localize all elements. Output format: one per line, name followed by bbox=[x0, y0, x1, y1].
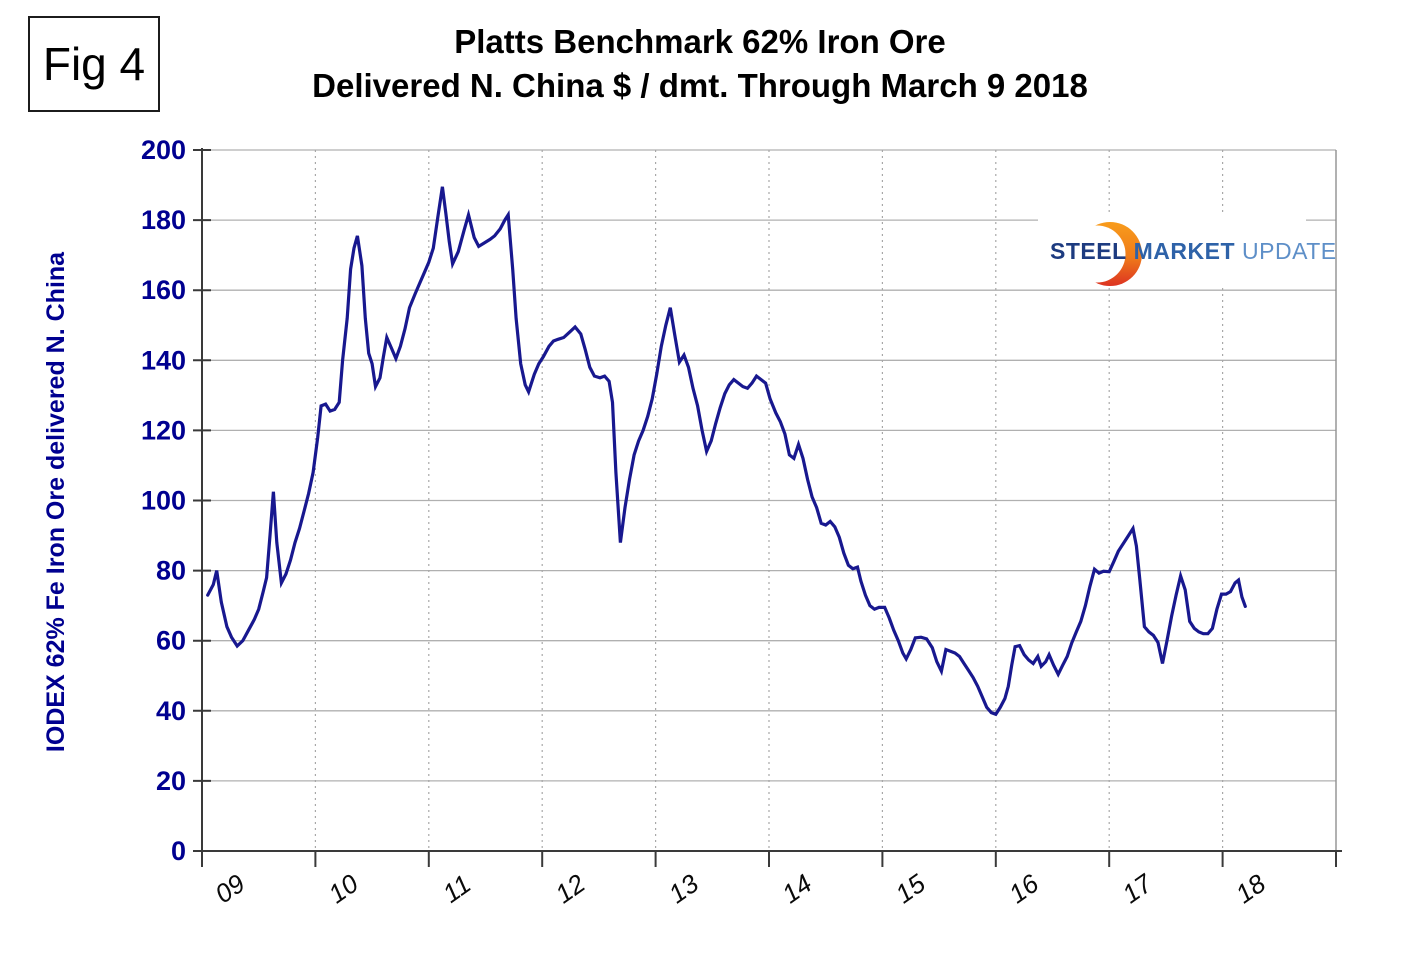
figure-label-box: Fig 4 bbox=[28, 16, 160, 112]
logo-word-steel: STEEL bbox=[1050, 237, 1127, 264]
logo-text: STEEL MARKET UPDATE bbox=[1050, 214, 1336, 288]
y-tick-label: 80 bbox=[156, 556, 186, 586]
y-tick-label: 180 bbox=[141, 205, 186, 235]
figure-label: Fig 4 bbox=[42, 38, 146, 90]
y-tick-label: 0 bbox=[171, 836, 186, 866]
y-tick-label: 160 bbox=[141, 275, 186, 305]
logo-word-update: UPDATE bbox=[1242, 237, 1337, 264]
x-tick-label: 14 bbox=[776, 868, 817, 909]
steel-market-update-logo: STEEL MARKET UPDATE bbox=[1038, 214, 1336, 288]
y-tick-label: 120 bbox=[141, 415, 186, 445]
x-tick-label: 13 bbox=[663, 868, 704, 909]
y-tick-label: 140 bbox=[141, 345, 186, 375]
x-tick-label: 12 bbox=[550, 868, 591, 909]
chart-title-line1: Platts Benchmark 62% Iron Ore bbox=[454, 23, 946, 60]
x-tick-label: 18 bbox=[1230, 868, 1271, 909]
y-tick-label: 40 bbox=[156, 696, 186, 726]
y-tick-label: 100 bbox=[141, 486, 186, 516]
x-tick-label: 11 bbox=[437, 869, 476, 909]
x-tick-label: 10 bbox=[323, 868, 364, 909]
chart-title-line2: Delivered N. China $ / dmt. Through Marc… bbox=[312, 66, 1088, 104]
x-tick-label: 17 bbox=[1117, 867, 1159, 909]
x-tick-label: 16 bbox=[1003, 868, 1044, 909]
x-tick-label: 09 bbox=[209, 868, 250, 909]
price-line bbox=[206, 186, 1247, 717]
crescent-icon bbox=[1078, 222, 1142, 286]
chart-title: Platts Benchmark 62% Iron Ore Delivered … bbox=[150, 20, 1250, 108]
logo-word-market: MARKET bbox=[1133, 237, 1236, 264]
x-tick-label: 15 bbox=[890, 868, 931, 909]
y-tick-label: 20 bbox=[156, 766, 186, 796]
y-tick-label: 200 bbox=[141, 135, 186, 165]
y-tick-label: 60 bbox=[156, 626, 186, 656]
